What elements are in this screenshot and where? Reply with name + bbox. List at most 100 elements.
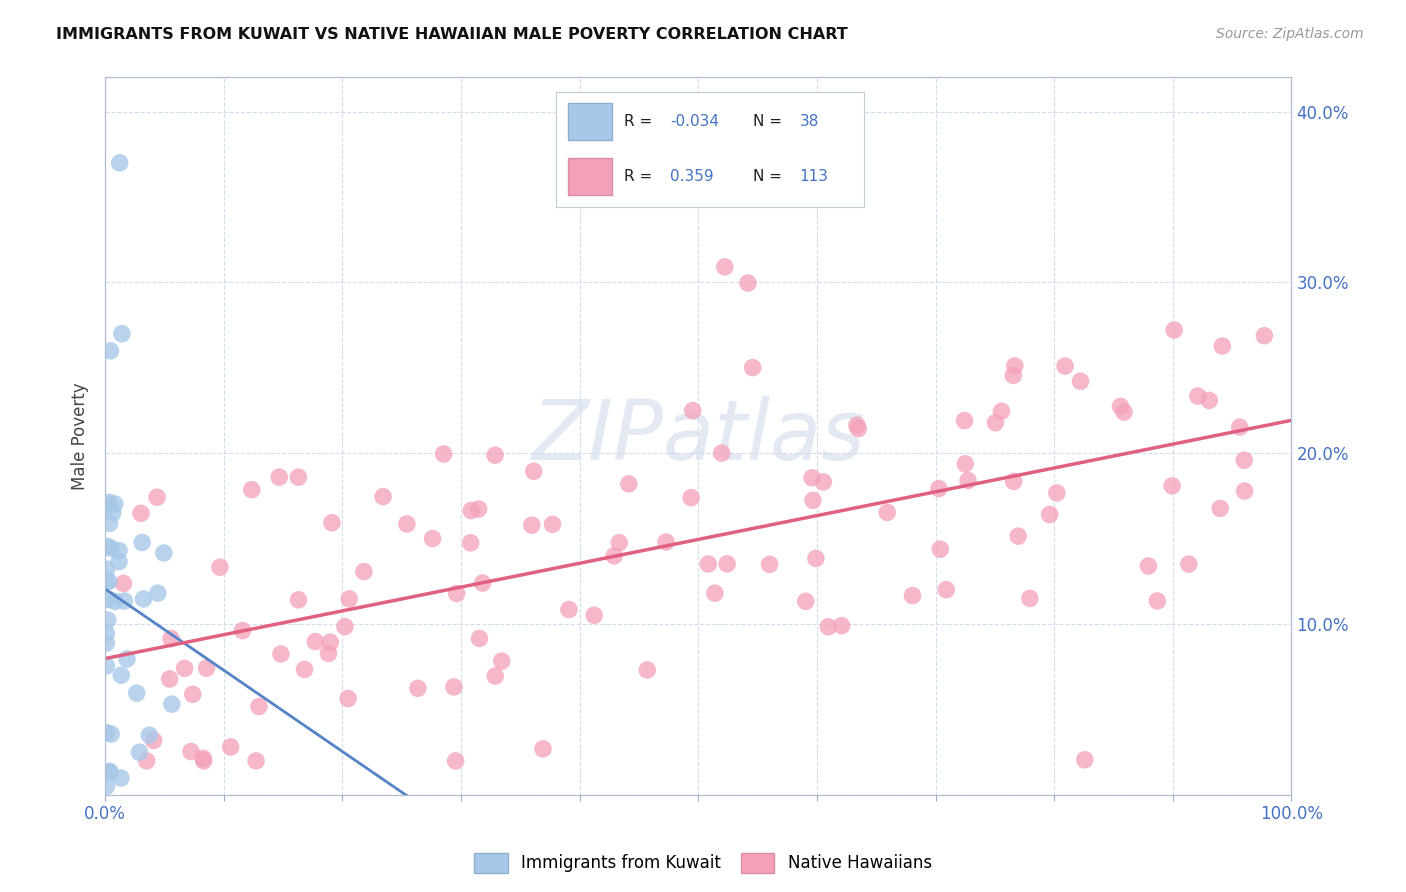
Point	[111, 326, 134, 341]
Point	[804, 551, 827, 566]
Point	[846, 422, 869, 436]
Text: Source: ZipAtlas.com: Source: ZipAtlas.com	[1216, 27, 1364, 41]
Point	[845, 418, 868, 433]
Point	[1002, 368, 1025, 383]
Point	[1233, 483, 1256, 498]
Point	[1137, 558, 1160, 573]
Point	[607, 535, 630, 549]
Point	[655, 535, 678, 549]
Point	[173, 661, 195, 675]
Point	[129, 506, 152, 520]
Point	[1112, 405, 1135, 419]
Point	[484, 669, 506, 683]
Point	[935, 582, 957, 597]
Point	[98, 495, 121, 509]
Point	[146, 490, 169, 504]
Point	[1163, 323, 1185, 337]
Text: ZIPatlas: ZIPatlas	[531, 396, 865, 476]
Point	[240, 483, 263, 497]
Point	[1007, 529, 1029, 543]
Point	[1161, 479, 1184, 493]
Point	[603, 549, 626, 563]
Point	[96, 562, 118, 576]
Point	[97, 574, 120, 589]
Legend: Immigrants from Kuwait, Native Hawaiians: Immigrants from Kuwait, Native Hawaiians	[468, 847, 938, 880]
Point	[131, 535, 153, 549]
Point	[1211, 339, 1233, 353]
Point	[984, 416, 1007, 430]
Text: IMMIGRANTS FROM KUWAIT VS NATIVE HAWAIIAN MALE POVERTY CORRELATION CHART: IMMIGRANTS FROM KUWAIT VS NATIVE HAWAIIA…	[56, 27, 848, 42]
Point	[160, 632, 183, 646]
Point	[583, 608, 606, 623]
Point	[444, 754, 467, 768]
Point	[319, 635, 342, 649]
Point	[98, 516, 121, 531]
Point	[98, 592, 121, 607]
Point	[1039, 508, 1062, 522]
Point	[460, 536, 482, 550]
Point	[96, 574, 118, 589]
Point	[484, 448, 506, 462]
Point	[96, 636, 118, 650]
Point	[1209, 501, 1232, 516]
Point	[247, 699, 270, 714]
Point	[1146, 594, 1168, 608]
Point	[195, 661, 218, 675]
Point	[337, 691, 360, 706]
Point	[801, 471, 824, 485]
Point	[1002, 475, 1025, 489]
Point	[110, 668, 132, 682]
Point	[406, 681, 429, 696]
Point	[353, 565, 375, 579]
Point	[287, 470, 309, 484]
Point	[433, 447, 456, 461]
Point	[97, 499, 120, 513]
Point	[100, 541, 122, 556]
Point	[97, 613, 120, 627]
Point	[801, 493, 824, 508]
Point	[294, 662, 316, 676]
Point	[443, 680, 465, 694]
Point	[957, 474, 980, 488]
Point	[446, 586, 468, 600]
Point	[636, 663, 658, 677]
Point	[112, 576, 135, 591]
Point	[208, 560, 231, 574]
Point	[318, 647, 340, 661]
Point	[96, 540, 118, 554]
Point	[541, 517, 564, 532]
Point	[96, 659, 118, 673]
Point	[1253, 328, 1275, 343]
Point	[955, 457, 977, 471]
Point	[180, 745, 202, 759]
Point	[337, 591, 360, 606]
Point	[1054, 359, 1077, 373]
Point	[682, 403, 704, 417]
Point	[153, 546, 176, 560]
Point	[100, 727, 122, 741]
Point	[531, 742, 554, 756]
Point	[813, 475, 835, 489]
Point	[1109, 400, 1132, 414]
Point	[269, 470, 291, 484]
Point	[98, 764, 121, 779]
Point	[1074, 753, 1097, 767]
Point	[395, 516, 418, 531]
Point	[333, 619, 356, 633]
Point	[928, 482, 950, 496]
Point	[142, 733, 165, 747]
Point	[876, 505, 898, 519]
Point	[1233, 453, 1256, 467]
Point	[716, 557, 738, 571]
Point	[1046, 486, 1069, 500]
Point	[929, 542, 952, 557]
Point	[245, 754, 267, 768]
Point	[193, 754, 215, 768]
Point	[114, 594, 136, 608]
Point	[1198, 393, 1220, 408]
Point	[953, 414, 976, 428]
Point	[101, 506, 124, 520]
Point	[460, 503, 482, 517]
Point	[304, 634, 326, 648]
Point	[108, 543, 131, 558]
